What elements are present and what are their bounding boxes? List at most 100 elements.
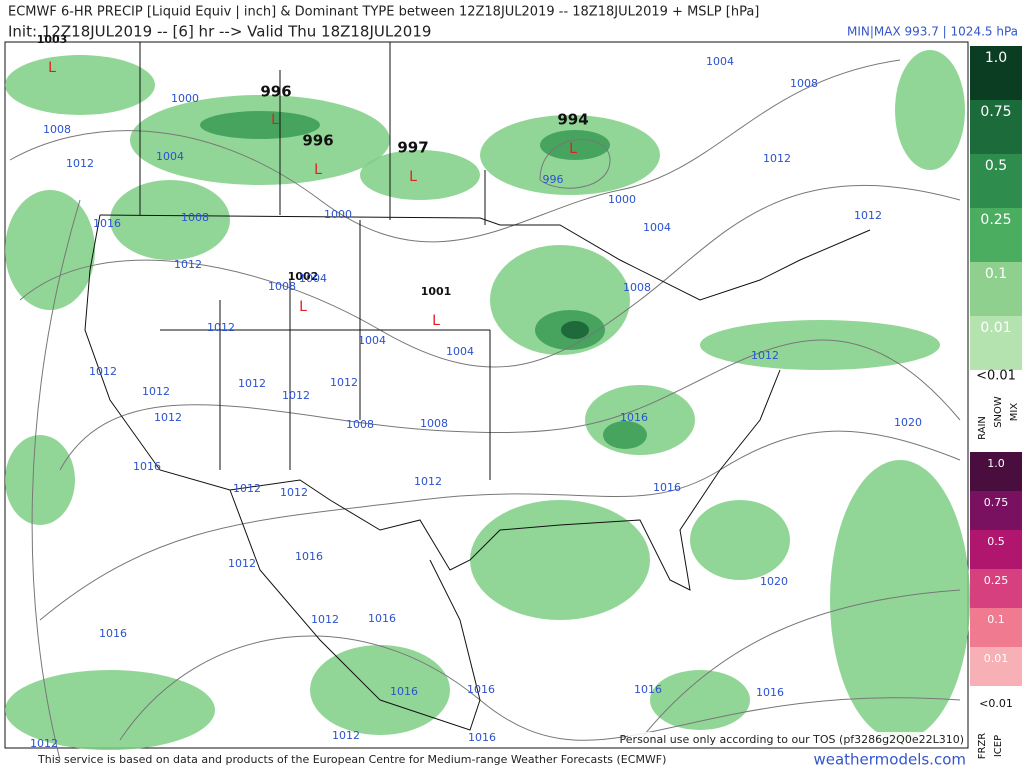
rain-swatch — [970, 154, 1022, 208]
isobar-label: 1012 — [174, 258, 202, 271]
isobar-label: 1016 — [756, 686, 784, 699]
ice-swatch — [970, 491, 1022, 530]
isobar-label: 1012 — [233, 482, 261, 495]
rain-level: 0.01 — [980, 320, 1011, 336]
isobar-label: 1004 — [358, 334, 386, 347]
isobar-label: 1000 — [171, 92, 199, 105]
isobar-label: 1008 — [790, 77, 818, 90]
isobar-label: 1016 — [99, 627, 127, 640]
site-link[interactable]: weathermodels.com — [813, 751, 966, 768]
rain-level: 0.1 — [985, 266, 1007, 282]
low-marker: L — [314, 162, 322, 178]
isobar-label: 1012 — [751, 349, 779, 362]
ice-type: FRZR — [977, 733, 988, 760]
isobar-label: 1016 — [295, 550, 323, 563]
ice-below: <0.01 — [979, 697, 1013, 710]
rain-level: 0.25 — [980, 212, 1011, 228]
rain-swatch — [970, 46, 1022, 100]
isobar-label: 996 — [543, 173, 564, 186]
isobar-label: 1008 — [623, 281, 651, 294]
ice-swatch — [970, 608, 1022, 647]
isobar-label: 1004 — [299, 272, 327, 285]
low-pressure: 996 — [260, 83, 291, 101]
isobar-label: 1008 — [43, 123, 71, 136]
ice-level: 1.0 — [987, 457, 1005, 470]
low-marker: L — [271, 112, 279, 128]
rain-level: 0.75 — [980, 104, 1011, 120]
rain-type: RAIN — [977, 416, 988, 440]
isobar-label: 1020 — [894, 416, 922, 429]
rain-swatch — [970, 316, 1022, 370]
isobar-label: 1016 — [620, 411, 648, 424]
isobar-label: 1008 — [268, 280, 296, 293]
isobar-label: 1012 — [280, 486, 308, 499]
isobar-label: 1016 — [133, 460, 161, 473]
isobar-label: 1012 — [154, 411, 182, 424]
ice-swatch — [970, 452, 1022, 491]
low-marker: L — [299, 299, 307, 315]
map: 1003 L 996 L 996 L 997 L 994 L 1002 L 10… — [4, 33, 970, 761]
isobar-label: 1004 — [643, 221, 671, 234]
isobar-label: 1012 — [142, 385, 170, 398]
low-marker: L — [569, 141, 577, 157]
isobar-label: 1000 — [608, 193, 636, 206]
isobar-label: 1012 — [330, 376, 358, 389]
rain-swatch — [970, 262, 1022, 316]
ice-swatch — [970, 569, 1022, 608]
isobar-label: 1012 — [282, 389, 310, 402]
ice-level: 0.5 — [987, 535, 1005, 548]
isobar-label: 1012 — [30, 737, 58, 750]
rain-swatch — [970, 208, 1022, 262]
isobar-label: 1004 — [446, 345, 474, 358]
ice-level: 0.01 — [984, 652, 1009, 665]
isobar-label: 1012 — [854, 209, 882, 222]
legend: 1.0 0.75 0.5 0.25 0.1 0.01 <0.01 RAIN SNOW MI… — [970, 46, 1022, 759]
isobars — [9, 59, 961, 761]
isobar-label: 1012 — [763, 152, 791, 165]
min-max: MIN|MAX 993.7 | 1024.5 hPa — [847, 25, 1018, 39]
isobar-label: 1016 — [467, 683, 495, 696]
low-pressure: 1002 — [288, 270, 319, 283]
isobar-label: 1012 — [414, 475, 442, 488]
rain-scale: 1.0 0.75 0.5 0.25 0.1 0.01 — [970, 46, 1022, 370]
isobar-label: 1012 — [66, 157, 94, 170]
rain-level: 0.5 — [985, 158, 1007, 174]
isobar-label: 1008 — [181, 211, 209, 224]
isobar-label: 1008 — [346, 418, 374, 431]
low-pressure: 1003 — [37, 33, 68, 46]
isobar-label: 1016 — [634, 683, 662, 696]
isobar-label: 1012 — [332, 729, 360, 742]
low-marker: L — [409, 169, 417, 185]
ice-level: 0.1 — [987, 613, 1005, 626]
isobar-label: 1012 — [238, 377, 266, 390]
source-note: This service is based on data and produc… — [37, 753, 666, 766]
isobar-label: 1016 — [368, 612, 396, 625]
isobar-label: 1016 — [653, 481, 681, 494]
isobar-label: 1004 — [706, 55, 734, 68]
isobar-label: 1012 — [207, 321, 235, 334]
init-line: Init: 12Z18JUL2019 -- [6] hr --> Valid T… — [8, 23, 431, 41]
ice-type: ICEP — [993, 735, 1004, 757]
isobar-label: 1016 — [468, 731, 496, 744]
rain-below: <0.01 — [976, 369, 1016, 384]
precip-areas — [5, 50, 970, 750]
low-pressure: 994 — [557, 111, 588, 129]
isobar-label: 1008 — [420, 417, 448, 430]
ice-swatch — [970, 530, 1022, 569]
low-marker: L — [48, 60, 56, 76]
isobar-label: 1016 — [93, 217, 121, 230]
isobar-label: 1012 — [228, 557, 256, 570]
isobar-label: 1020 — [760, 575, 788, 588]
ice-swatch — [970, 647, 1022, 686]
ice-level: 0.25 — [984, 574, 1009, 587]
rain-type: SNOW — [993, 396, 1004, 428]
rain-level: 1.0 — [985, 50, 1007, 66]
low-marker: L — [432, 313, 440, 329]
rain-swatch — [970, 100, 1022, 154]
borders — [84, 42, 871, 731]
low-pressure: 996 — [302, 132, 333, 150]
lows: 1003 L 996 L 996 L 997 L 994 L 1002 L 10… — [37, 33, 589, 329]
isobar-label: 1000 — [324, 208, 352, 221]
